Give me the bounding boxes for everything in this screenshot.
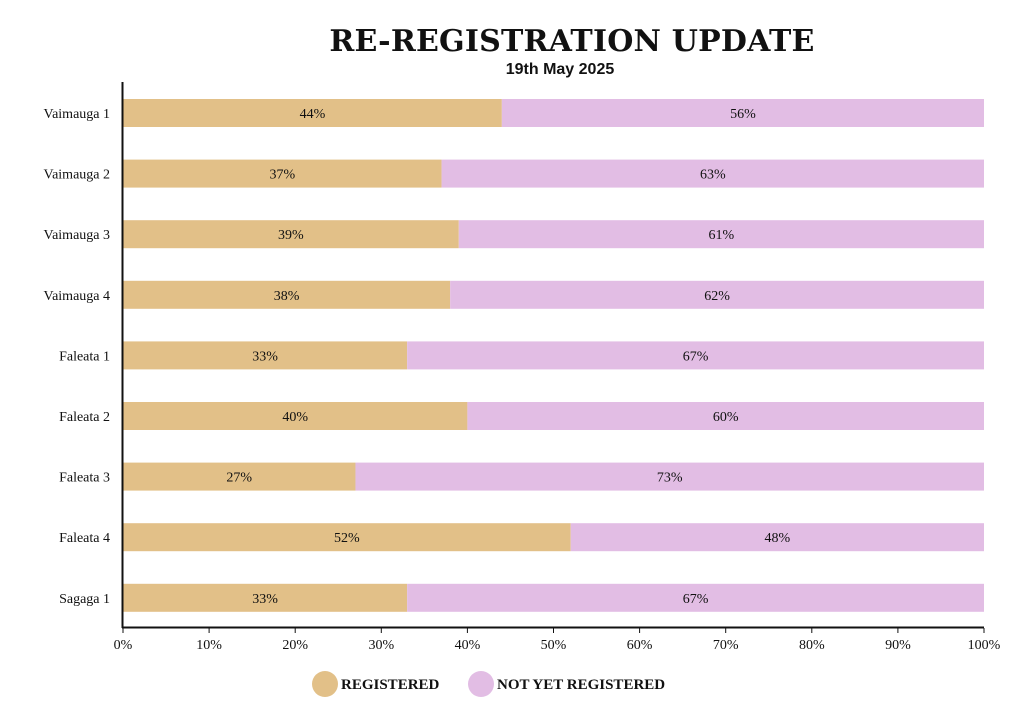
bar-not-yet-registered-faleata-4 xyxy=(570,523,984,552)
x-tick-label: 30% xyxy=(368,638,394,653)
bar-registered-vaimauga-3 xyxy=(123,220,459,249)
x-tick-label: 40% xyxy=(455,638,481,653)
x-tick-label: 70% xyxy=(713,638,739,653)
data-label-not-yet-registered-faleata-4: 48% xyxy=(765,531,791,546)
data-label-registered-faleata-3: 27% xyxy=(226,471,252,486)
data-label-registered-vaimauga-2: 37% xyxy=(269,168,295,183)
x-tick-label: 60% xyxy=(627,638,653,653)
category-labels: Vaimauga 1 Vaimauga 2 Vaimauga 3 Vaimauga 4… xyxy=(44,107,110,607)
data-label-registered-faleata-4: 52% xyxy=(334,531,360,546)
bar-not-yet-registered-vaimauga-1 xyxy=(501,99,984,127)
x-tick-label: 90% xyxy=(885,638,911,653)
chart-subtitle: 19th May 2025 xyxy=(505,61,615,78)
data-label-registered-faleata-2: 40% xyxy=(282,410,308,425)
data-label-registered-vaimauga-4: 38% xyxy=(274,289,300,304)
category-label-vaimauga-1: Vaimauga 1 xyxy=(44,107,110,122)
category-label-vaimauga-4: Vaimauga 4 xyxy=(44,289,110,304)
legend-label-not-yet-registered: NOT YET REGISTERED xyxy=(497,677,665,693)
data-label-not-yet-registered-vaimauga-2: 63% xyxy=(700,168,726,183)
bar-registered-faleata-2 xyxy=(123,402,468,430)
bar-registered-faleata-3 xyxy=(123,462,356,491)
category-label-faleata-3: Faleata 3 xyxy=(59,471,110,486)
bar-not-yet-registered-faleata-1 xyxy=(407,341,984,370)
bar-registered-faleata-1 xyxy=(123,341,408,370)
chart-title: RE-REGISTRATION UPDATE xyxy=(329,24,815,59)
category-label-vaimauga-2: Vaimauga 2 xyxy=(44,168,110,183)
data-label-not-yet-registered-vaimauga-4: 62% xyxy=(704,289,730,304)
data-label-registered-faleata-1: 33% xyxy=(252,349,278,364)
category-label-vaimauga-3: Vaimauga 3 xyxy=(44,228,110,243)
data-label-not-yet-registered-faleata-1: 67% xyxy=(683,349,709,364)
bars-group: 44% 56% 37% 63% 39% 61% 38% 62% 33% 67% 40% 60% 27% 7… xyxy=(123,99,985,612)
x-axis-ticks: 0% 10% 20% 30% 40% 50% 60% 70% 80% 90% 100% xyxy=(114,628,1001,653)
data-label-not-yet-registered-vaimauga-3: 61% xyxy=(709,228,735,243)
legend-swatch-registered xyxy=(312,671,338,697)
x-tick-label: 0% xyxy=(114,638,133,653)
x-tick-label: 80% xyxy=(799,638,825,653)
data-label-not-yet-registered-sagaga-1: 67% xyxy=(683,592,709,607)
bar-not-yet-registered-sagaga-1 xyxy=(407,583,984,612)
bar-registered-sagaga-1 xyxy=(123,583,408,612)
bar-registered-vaimauga-2 xyxy=(123,159,442,188)
data-label-registered-sagaga-1: 33% xyxy=(252,592,278,607)
data-label-registered-vaimauga-3: 39% xyxy=(278,228,304,243)
category-label-faleata-4: Faleata 4 xyxy=(59,531,110,546)
x-tick-label: 100% xyxy=(968,638,1001,653)
legend-swatch-not-yet-registered xyxy=(468,671,494,697)
bar-not-yet-registered-vaimauga-2 xyxy=(441,159,984,188)
data-label-not-yet-registered-faleata-3: 73% xyxy=(657,471,683,486)
bar-not-yet-registered-faleata-2 xyxy=(467,402,984,430)
legend-label-registered: REGISTERED xyxy=(341,677,440,693)
data-label-not-yet-registered-faleata-2: 60% xyxy=(713,410,739,425)
category-label-faleata-1: Faleata 1 xyxy=(59,349,110,364)
x-tick-label: 20% xyxy=(282,638,308,653)
category-label-sagaga-1: Sagaga 1 xyxy=(59,592,110,607)
bar-not-yet-registered-vaimauga-4 xyxy=(450,280,984,309)
bar-registered-vaimauga-4 xyxy=(123,280,451,309)
x-tick-label: 50% xyxy=(541,638,567,653)
x-tick-label: 10% xyxy=(196,638,222,653)
bar-registered-faleata-4 xyxy=(123,523,571,552)
bar-not-yet-registered-vaimauga-3 xyxy=(458,220,984,249)
legend: REGISTERED NOT YET REGISTERED xyxy=(312,671,665,697)
category-label-faleata-2: Faleata 2 xyxy=(59,410,110,425)
bar-not-yet-registered-faleata-3 xyxy=(355,462,985,491)
bar-registered-vaimauga-1 xyxy=(123,99,502,127)
data-label-not-yet-registered-vaimauga-1: 56% xyxy=(730,107,756,122)
data-label-registered-vaimauga-1: 44% xyxy=(300,107,326,122)
